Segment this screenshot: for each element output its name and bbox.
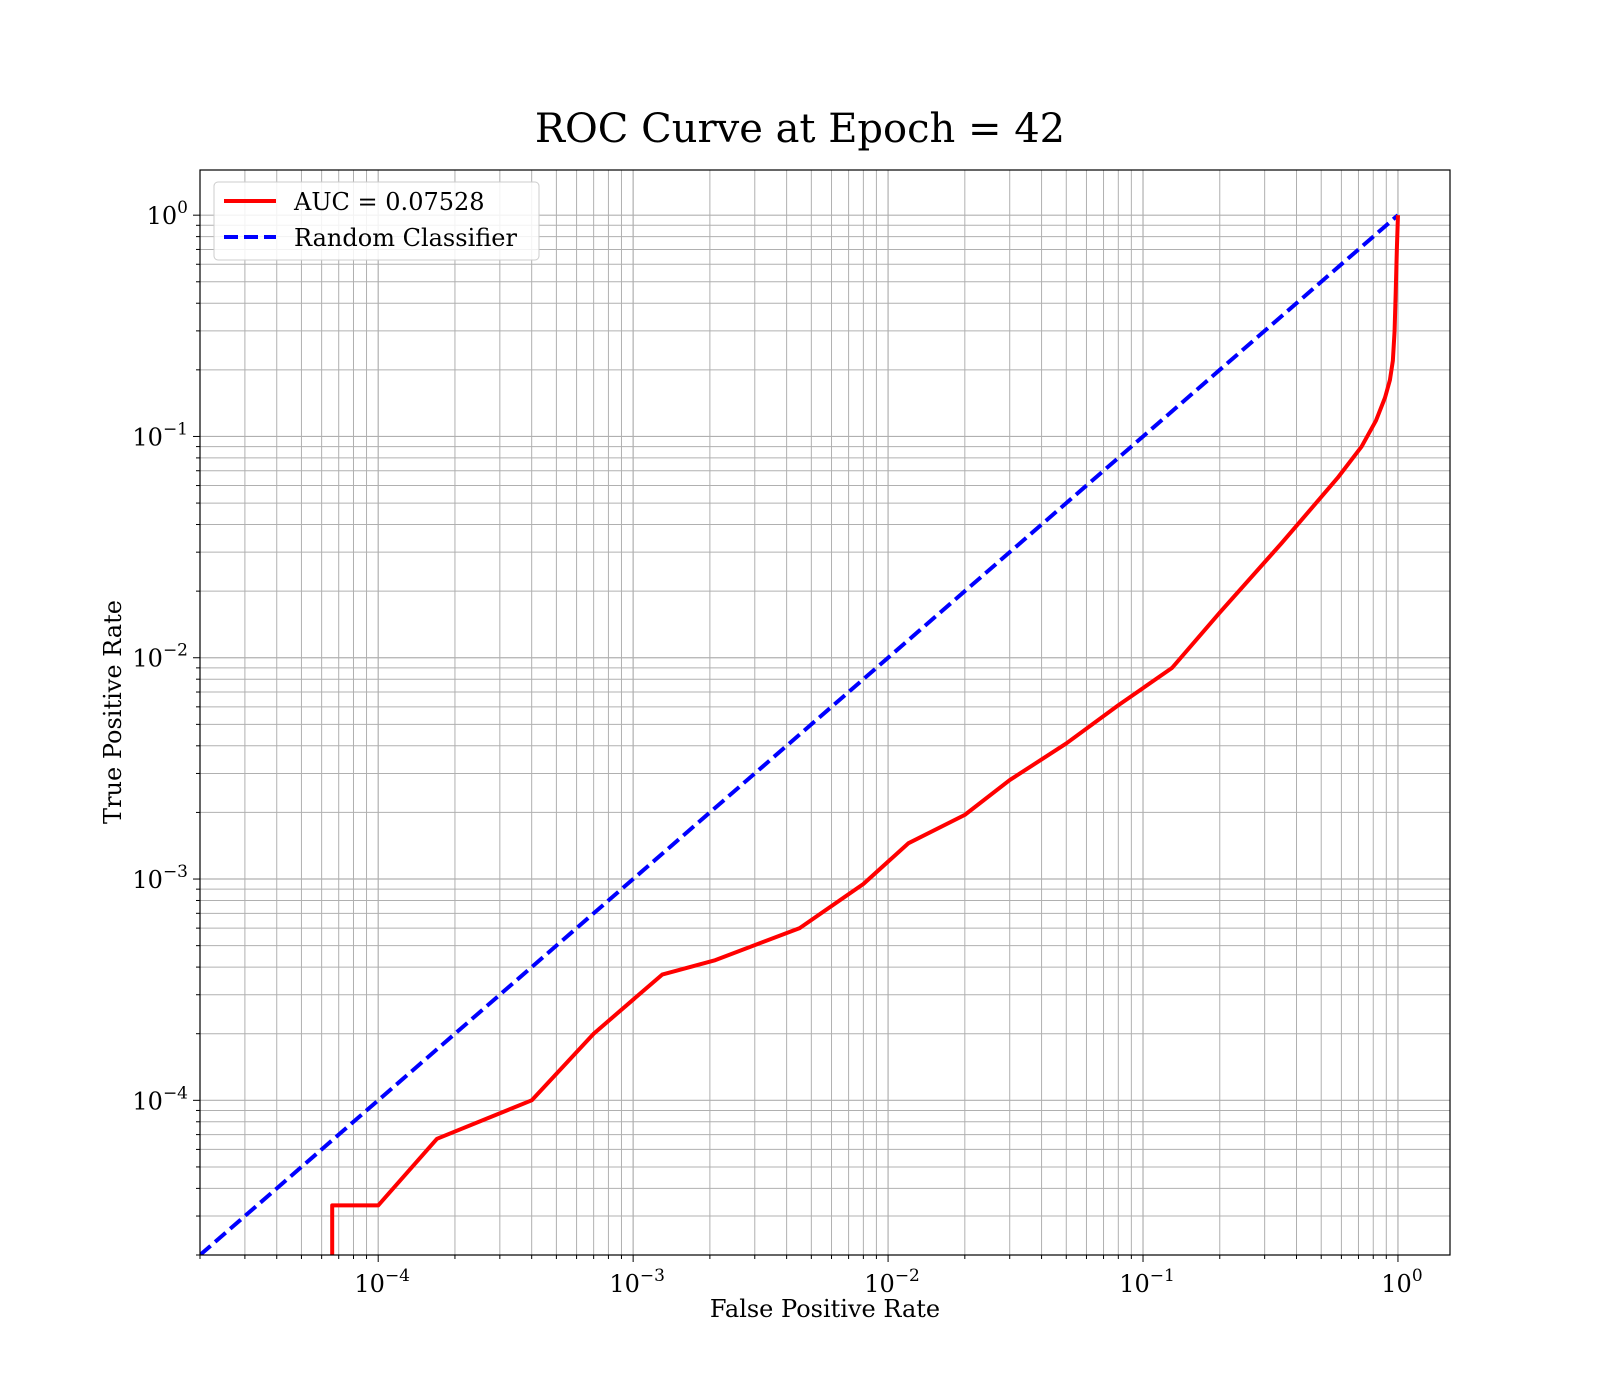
axis-ticks: 10−4 10−3 10−2 10−1 100 10−4 10−3 10−2 10−1 100 <box>132 198 1422 1298</box>
legend-label-auc: AUC = 0.07528 <box>293 188 485 216</box>
series-line-random-classifier <box>200 213 1400 1255</box>
x-tick-label: 10−2 <box>864 1266 920 1298</box>
x-tick-label: 10−4 <box>354 1266 410 1298</box>
y-tick-label: 10−2 <box>132 641 188 673</box>
plot-frame <box>199 169 1451 1256</box>
legend-box <box>213 181 540 261</box>
x-tick-label: 10−3 <box>609 1266 665 1298</box>
chart-title: ROC Curve at Epoch = 42 <box>535 106 1065 152</box>
legend-label-random: Random Classifier <box>294 224 517 252</box>
grid-lines <box>199 170 1450 1256</box>
x-axis-label: False Positive Rate <box>710 1295 940 1323</box>
legend: AUC = 0.07528 Random Classifier <box>213 181 540 261</box>
y-tick-label: 10−1 <box>132 419 188 451</box>
y-tick-label: 10−3 <box>132 862 188 894</box>
series-layer <box>200 213 1400 1255</box>
series-line-auc <box>330 215 1400 1255</box>
x-tick-label: 100 <box>1381 1266 1422 1298</box>
y-tick-label: 100 <box>147 198 188 230</box>
y-tick-label: 10−4 <box>132 1083 188 1115</box>
x-tick-label: 10−1 <box>1119 1266 1175 1298</box>
y-axis-label: True Positive Rate <box>99 600 127 824</box>
